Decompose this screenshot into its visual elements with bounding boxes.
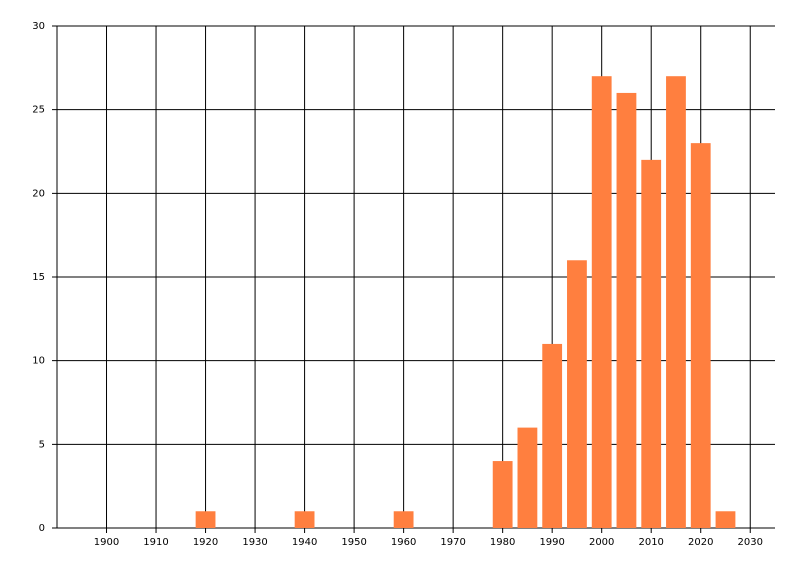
bar (715, 511, 736, 528)
x-tick-label: 1960 (391, 537, 416, 548)
bar (294, 511, 315, 528)
bar (690, 143, 711, 528)
y-tick-label: 0 (39, 523, 45, 534)
x-tick-label: 1920 (193, 537, 218, 548)
bar (591, 76, 612, 528)
bar (567, 260, 587, 528)
bar (195, 511, 216, 528)
bar (517, 427, 538, 528)
x-tick-label: 2020 (688, 537, 713, 548)
y-tick-label: 15 (32, 272, 45, 283)
y-tick-label: 30 (32, 21, 45, 32)
x-tick-label: 1940 (292, 537, 317, 548)
x-tick-label: 1990 (539, 537, 564, 548)
bar (542, 343, 563, 528)
bar (616, 92, 637, 528)
y-tick-label: 10 (32, 356, 45, 367)
x-tick-label: 1950 (341, 537, 366, 548)
x-tick-label: 2010 (638, 537, 663, 548)
x-tick-label: 1970 (440, 537, 465, 548)
x-tick-label: 2030 (738, 537, 763, 548)
y-tick-label: 5 (39, 439, 45, 450)
y-tick-label: 20 (32, 188, 45, 199)
bar (492, 461, 513, 528)
x-tick-label: 1900 (94, 537, 119, 548)
bar (641, 159, 662, 528)
x-tick-label: 1980 (490, 537, 515, 548)
x-tick-label: 1910 (143, 537, 168, 548)
bar (393, 511, 414, 528)
y-tick-label: 25 (32, 105, 45, 116)
bar (666, 76, 686, 528)
x-tick-label: 2000 (589, 537, 614, 548)
x-tick-label: 1930 (242, 537, 267, 548)
